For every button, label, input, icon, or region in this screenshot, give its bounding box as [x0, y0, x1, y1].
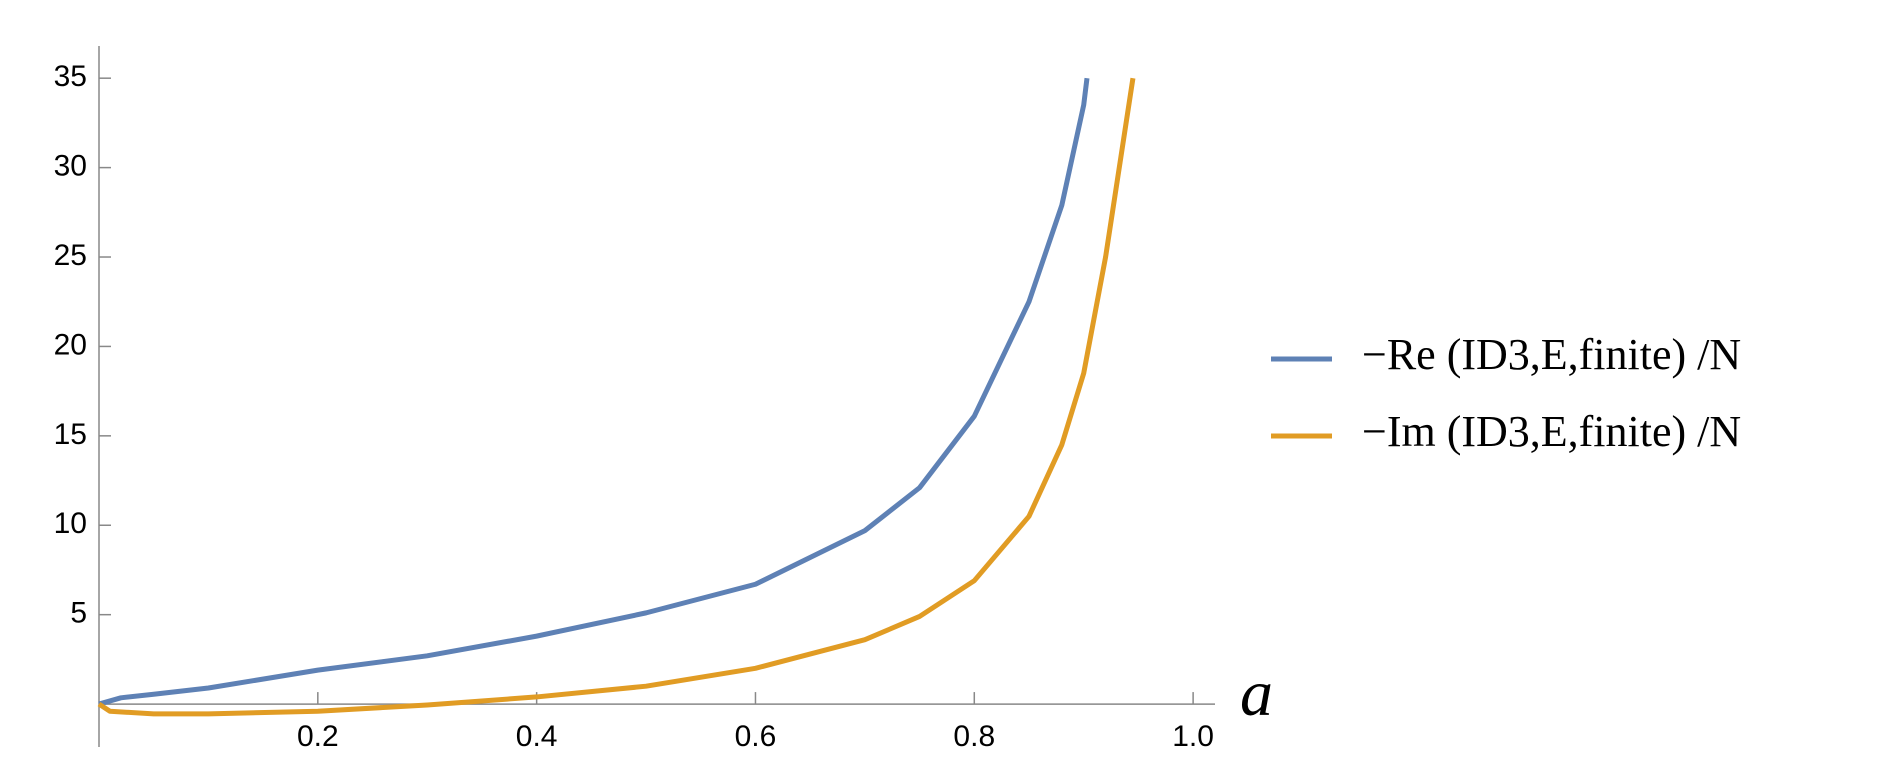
legend-label: −Re (ID3,E,finite) /N [1362, 330, 1741, 379]
x-tick-label: 0.4 [516, 720, 558, 753]
x-tick-label: 1.0 [1172, 720, 1214, 753]
y-tick-label: 30 [54, 150, 87, 183]
x-axis-label: a [1240, 657, 1273, 730]
x-tick-label: 0.2 [297, 720, 339, 753]
x-tick-label: 0.8 [953, 720, 995, 753]
y-tick-label: 20 [54, 328, 87, 361]
y-tick-label: 10 [54, 507, 87, 540]
line-series [98, 77, 1090, 707]
y-tick-label: 5 [70, 597, 87, 630]
x-tick-label: 0.6 [735, 720, 777, 753]
y-tick-label: 15 [54, 418, 87, 451]
legend-label: −Im (ID3,E,finite) /N [1362, 407, 1741, 456]
y-tick-label: 35 [54, 60, 87, 93]
y-tick-label: 25 [54, 239, 87, 272]
line-series [97, 77, 1136, 717]
